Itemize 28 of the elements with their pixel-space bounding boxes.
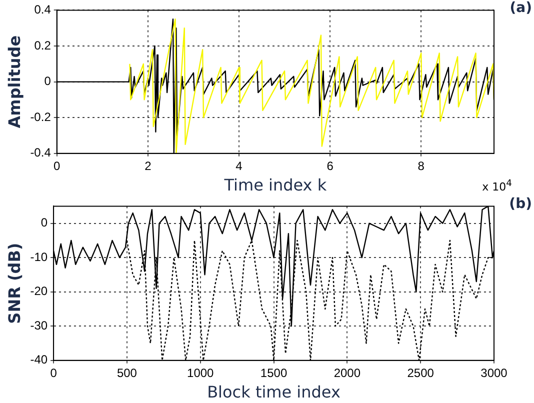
x-tick-label: 8 bbox=[418, 158, 425, 173]
y-tick-label: 0 bbox=[44, 74, 52, 88]
y-tick-label: -0.2 bbox=[30, 110, 52, 124]
text: x 10$^{4}$ bbox=[482, 178, 512, 194]
text: (b) bbox=[509, 196, 532, 212]
y-tick-label: 0.4 bbox=[34, 2, 52, 17]
y-tick-label: -20 bbox=[30, 284, 48, 298]
y-tick-label: -0.4 bbox=[30, 146, 52, 160]
x-tick-label: 2500 bbox=[407, 366, 434, 380]
x-axis-title: Time index k bbox=[223, 176, 328, 195]
x-tick-label: 4 bbox=[236, 158, 243, 173]
y-tick-label: -30 bbox=[30, 318, 48, 332]
x-tick-label: 2 bbox=[144, 158, 152, 173]
y-tick-label: 0 bbox=[40, 216, 48, 230]
x-tick-label: 2000 bbox=[334, 366, 361, 380]
text: (a) bbox=[510, 0, 532, 16]
x-axis-title: Block time index bbox=[207, 382, 340, 402]
x-tick-label: 500 bbox=[116, 366, 138, 380]
y-tick-label: -10 bbox=[30, 250, 48, 264]
y-axis-title: Amplitude bbox=[4, 35, 24, 128]
x-tick-label: 0 bbox=[54, 158, 61, 173]
y-tick-label: 0.2 bbox=[34, 38, 52, 52]
x-tick-label: 1000 bbox=[187, 366, 214, 380]
x-tick-label: 6 bbox=[326, 158, 334, 173]
x-tick-label: 3000 bbox=[480, 366, 508, 380]
y-axis-title: SNR (dB) bbox=[4, 242, 24, 324]
y-tick-label: -40 bbox=[30, 352, 48, 367]
x-tick-label: 1500 bbox=[260, 366, 288, 380]
